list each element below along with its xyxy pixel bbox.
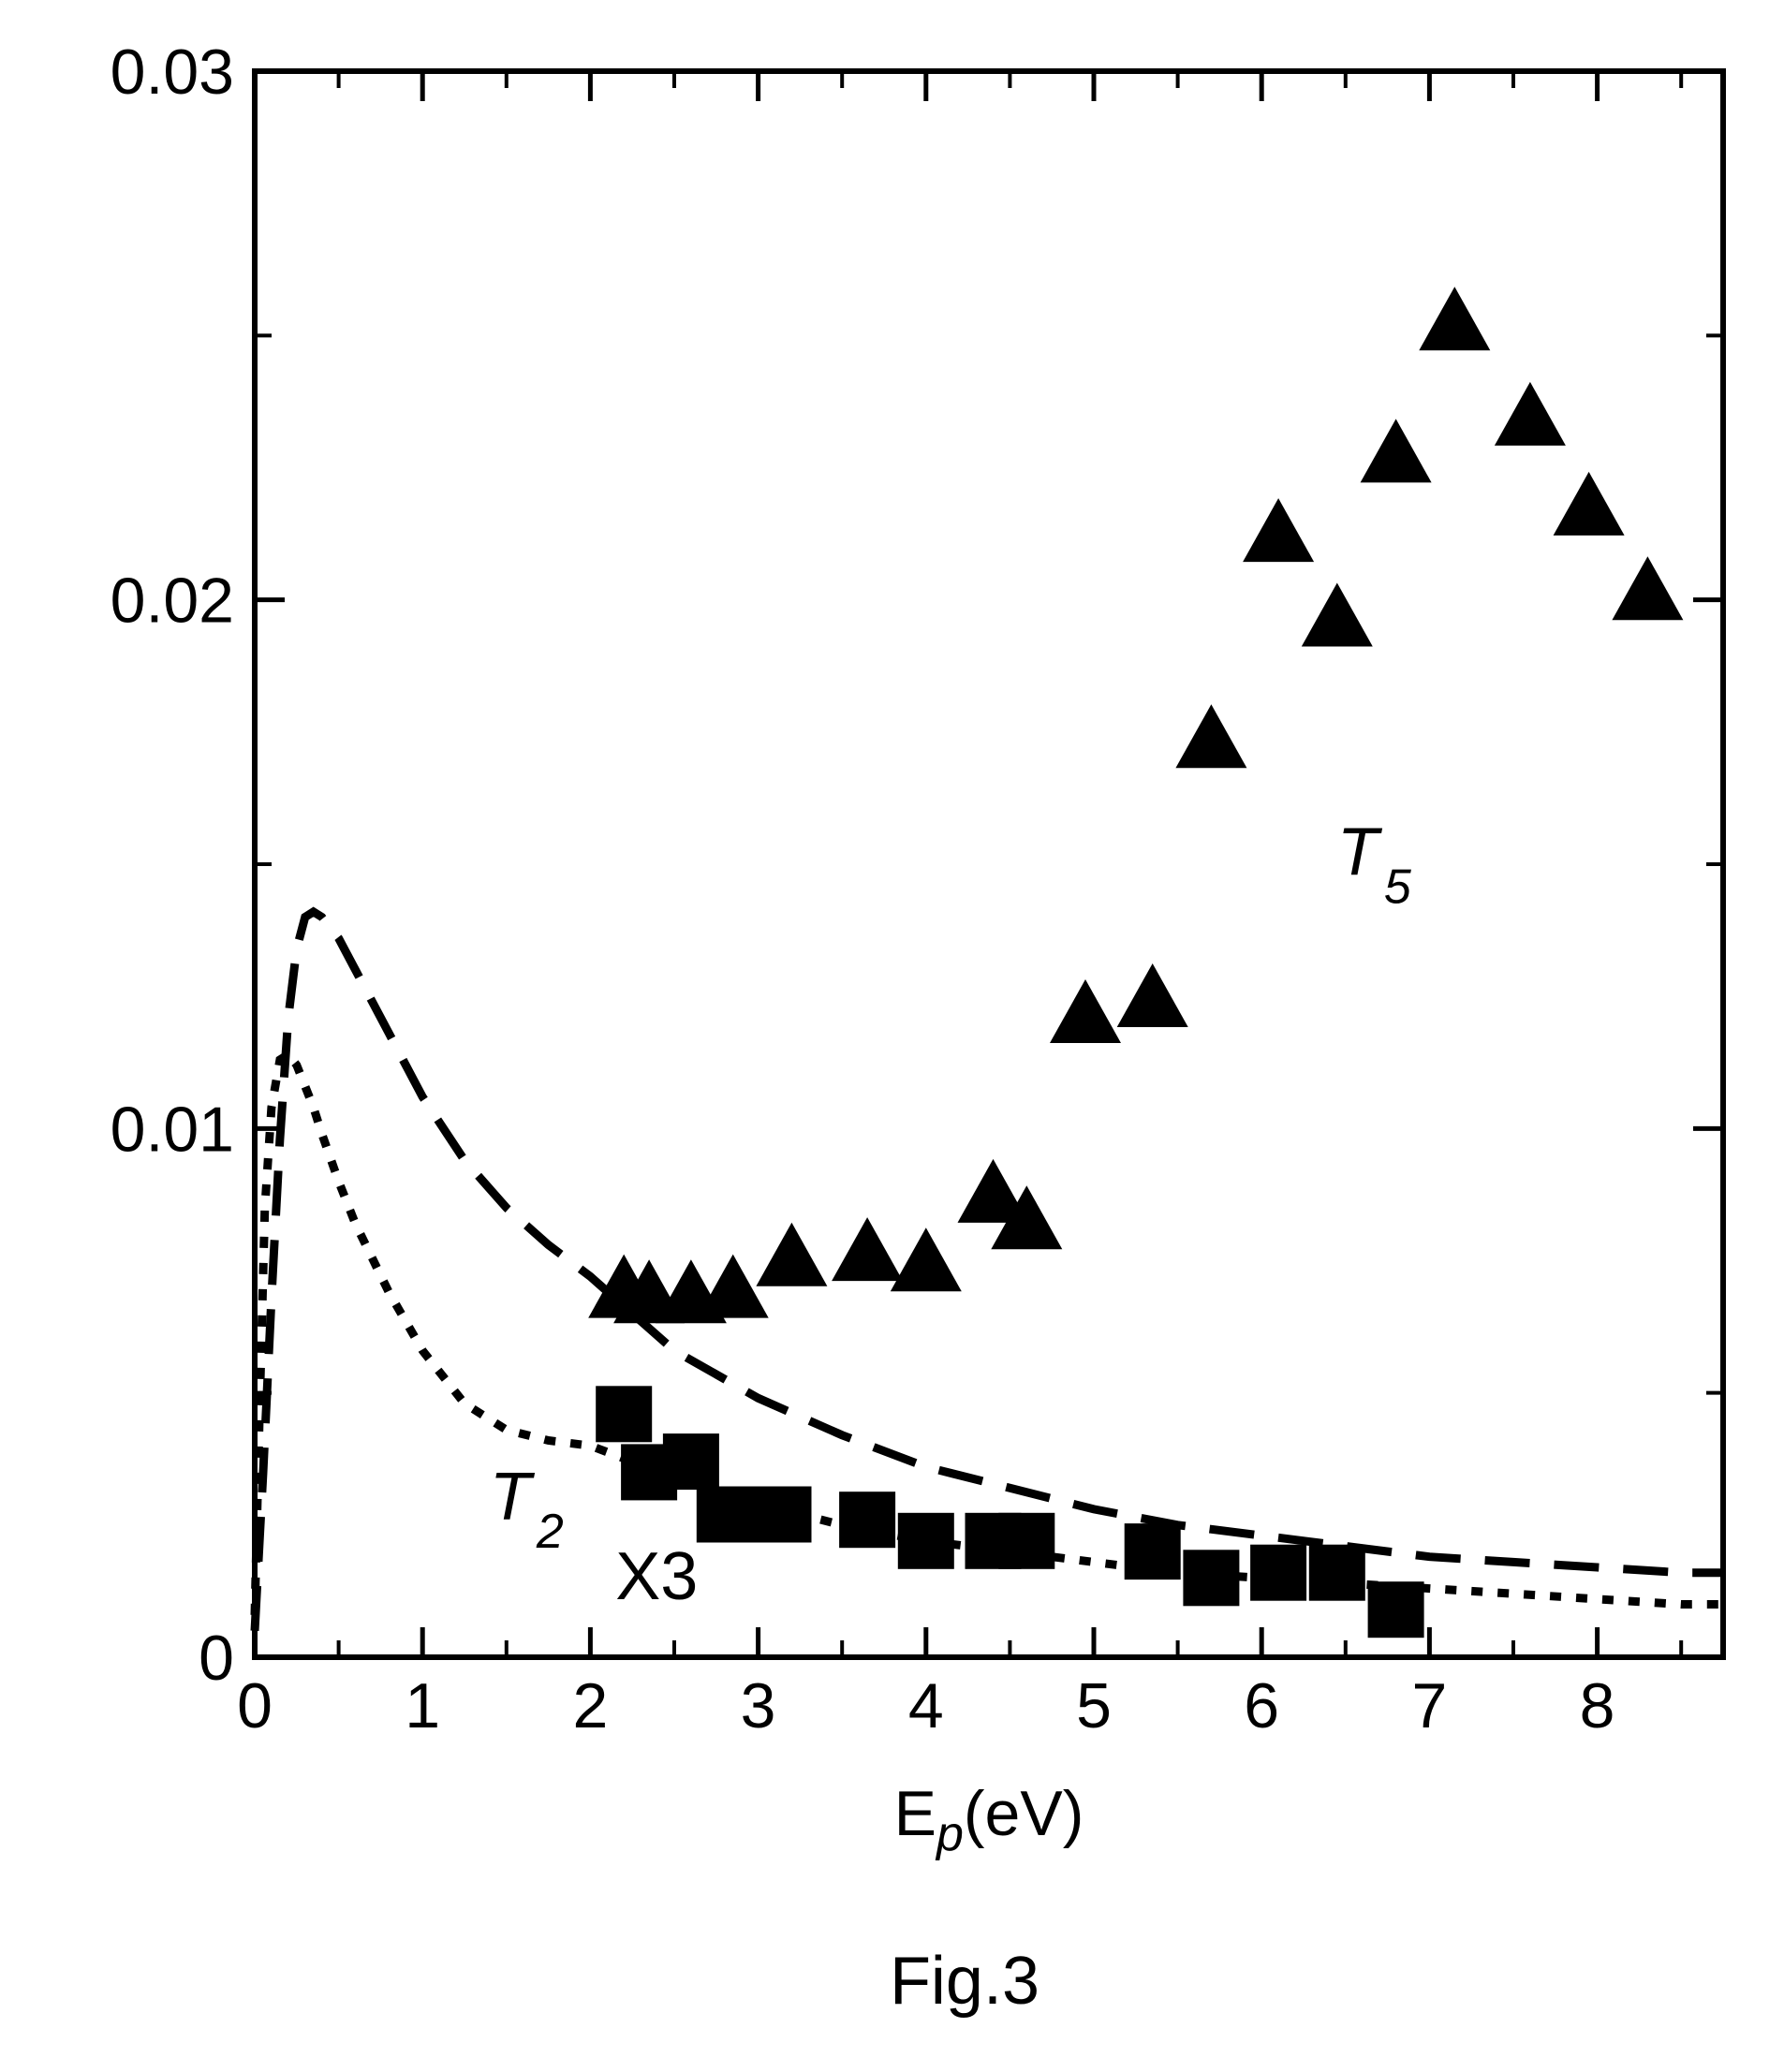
- annotations: T 5 T 2 X3: [490, 815, 1412, 1614]
- triangle-marker: [697, 1254, 769, 1318]
- x-axis-label: Ep(eV): [894, 1778, 1084, 1861]
- triangle-marker: [756, 1222, 828, 1286]
- y-tick-label: 0.03: [111, 37, 234, 108]
- x-tick-label: 8: [1580, 1670, 1615, 1741]
- axis-ticks: [252, 68, 1723, 1660]
- y-tick-label: 0.02: [111, 566, 234, 637]
- square-marker: [839, 1492, 896, 1549]
- y-tick-label: 0.01: [111, 1094, 234, 1165]
- square-marker: [1308, 1544, 1365, 1601]
- plot-frame: [252, 68, 1726, 1660]
- x-tick-label: 0: [237, 1670, 273, 1741]
- plot-area: 0 1 2 3 4 5 6 7 8 0 0.01 0.02 0.03 T 5 T 2 X3: [111, 37, 1726, 1741]
- x-tick-labels: 0 1 2 3 4 5 6 7 8: [237, 1670, 1614, 1741]
- square-marker: [1183, 1550, 1240, 1607]
- square-marker: [1250, 1544, 1307, 1601]
- square-marker: [755, 1486, 812, 1543]
- x-tick-label: 1: [405, 1670, 440, 1741]
- triangle-marker: [991, 1185, 1063, 1250]
- triangle-marker: [1175, 704, 1247, 769]
- triangle-marker: [1050, 979, 1121, 1043]
- square-marker: [596, 1386, 653, 1443]
- square-marker: [1124, 1523, 1181, 1580]
- x-tick-label: 5: [1076, 1670, 1112, 1741]
- x-axis-label-sub: p: [935, 1807, 964, 1861]
- x-axis-label-rest: (eV): [964, 1778, 1084, 1849]
- triangle-marker: [1116, 963, 1188, 1027]
- square-marker: [662, 1433, 719, 1491]
- x-tick-label: 2: [572, 1670, 608, 1741]
- triangle-marker: [957, 1158, 1029, 1223]
- x-tick-label: 6: [1244, 1670, 1279, 1741]
- annotation-label: X3: [615, 1539, 698, 1614]
- curves: [250, 906, 1723, 1632]
- triangle-marker: [1612, 556, 1684, 621]
- x-axis-label-base: E: [894, 1778, 936, 1849]
- square-marker: [998, 1512, 1055, 1569]
- x-tick-label: 3: [741, 1670, 776, 1741]
- triangle-marker: [1243, 498, 1315, 563]
- y-tick-labels: 0 0.01 0.02 0.03: [111, 37, 234, 1694]
- square-marker: [897, 1512, 954, 1569]
- triangle-marker: [890, 1227, 962, 1292]
- dashed-curve: [250, 906, 1723, 1632]
- markers: [588, 287, 1684, 1638]
- triangle-marker: [1494, 381, 1566, 446]
- triangle-marker: [1360, 419, 1432, 483]
- triangle-marker: [832, 1217, 904, 1282]
- figure-caption: Fig.3: [890, 1944, 1039, 2019]
- triangle-marker: [1419, 287, 1491, 351]
- y-tick-label: 0: [199, 1623, 234, 1694]
- dotted-curve: [250, 1049, 1723, 1615]
- triangle-marker: [1301, 582, 1373, 647]
- square-marker: [1367, 1581, 1424, 1638]
- x-tick-label: 7: [1411, 1670, 1447, 1741]
- x-tick-label: 4: [908, 1670, 944, 1741]
- triangle-marker: [1553, 471, 1625, 536]
